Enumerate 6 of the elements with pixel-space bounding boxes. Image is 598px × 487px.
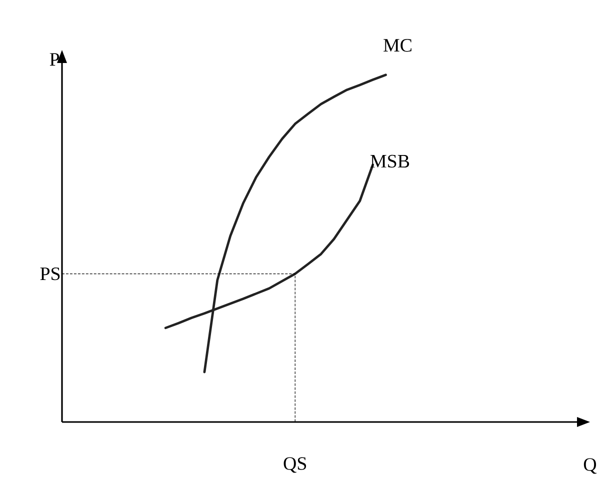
series-label: MC xyxy=(384,39,412,52)
text: QS xyxy=(284,457,306,473)
x-axis-title: Q xyxy=(584,458,596,474)
y-axis-title: P xyxy=(50,53,60,66)
series-label: MSB xyxy=(370,154,410,168)
ref-line-label: PS xyxy=(40,267,60,280)
